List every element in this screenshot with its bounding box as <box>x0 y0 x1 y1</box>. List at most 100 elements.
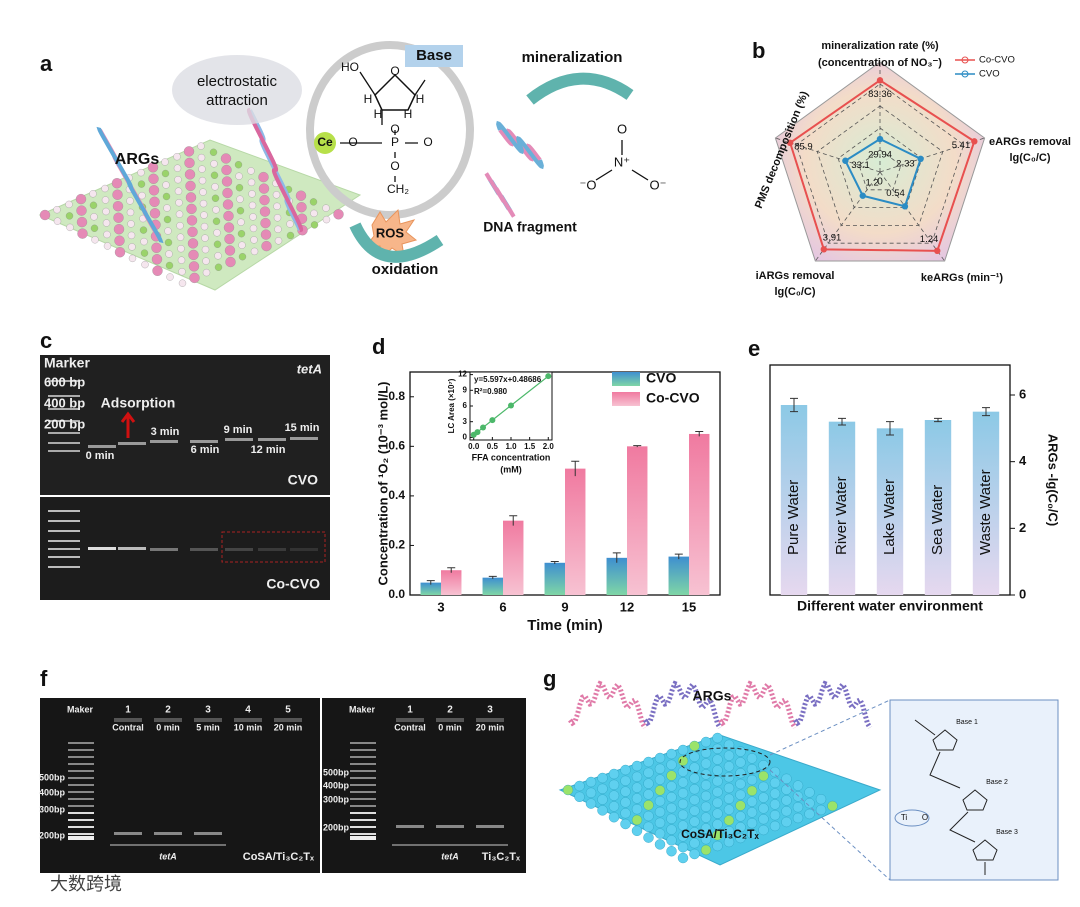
surface-atom <box>815 794 827 805</box>
x-tick-label: 3 <box>437 599 444 614</box>
y-tick-label: 0.6 <box>388 439 405 453</box>
label: Contral <box>394 722 426 732</box>
surface-atom <box>677 788 689 799</box>
point <box>489 417 496 424</box>
ladder-band <box>350 784 376 786</box>
sugar-ring <box>932 729 958 751</box>
lattice-atom <box>39 209 51 221</box>
surface-atom <box>677 744 689 756</box>
surface-atom <box>654 774 666 785</box>
surface-atom <box>746 807 758 818</box>
label: mineralization <box>522 49 623 66</box>
lattice-atom <box>250 236 258 244</box>
panel-label: g <box>543 666 556 691</box>
point <box>480 424 487 431</box>
surface-atom <box>574 780 585 792</box>
bar <box>689 433 710 595</box>
sugar-ring <box>962 789 988 811</box>
lattice-atom <box>234 161 243 169</box>
label: 3 <box>205 705 211 716</box>
bar <box>924 420 952 595</box>
lattice-atom <box>161 169 170 178</box>
highlight-box <box>221 531 326 563</box>
contact-ring <box>679 747 771 777</box>
x-axis-title: Different water environment <box>797 598 983 614</box>
lattice-atom <box>53 217 62 225</box>
surface-atom <box>769 788 781 799</box>
label: Marker <box>44 355 90 371</box>
x-axis-title: (mM) <box>500 464 522 474</box>
value-label: 1.24 <box>920 234 939 245</box>
radar-point <box>876 77 884 84</box>
y-tick-label: 4 <box>1019 453 1027 468</box>
y-axis-title: LC Area (×10⁷) <box>447 378 456 433</box>
ladder-band <box>68 826 94 828</box>
surface-atom <box>631 760 643 772</box>
label: attraction <box>206 92 268 109</box>
x-tick-label: 6 <box>499 599 506 614</box>
surface-atom <box>723 815 735 826</box>
axis-label: keARGs (min⁻¹) <box>921 272 1004 284</box>
ladder-band <box>350 819 376 821</box>
surface-atom <box>700 790 712 802</box>
surface-atom <box>746 785 758 796</box>
lattice-atom <box>165 261 174 270</box>
lattice-atom <box>249 224 258 233</box>
dna-band <box>194 832 222 835</box>
bar <box>627 446 648 595</box>
ladder-band <box>48 380 80 382</box>
lattice-atom <box>212 206 220 214</box>
surface-atom <box>746 828 758 840</box>
surface-atom <box>631 825 643 836</box>
lattice-atom <box>247 167 255 175</box>
lattice-atom <box>126 208 135 217</box>
ladder-band <box>68 756 94 758</box>
lattice-atom <box>197 153 206 162</box>
radar-point <box>786 139 794 147</box>
surface-atom <box>666 759 677 770</box>
surface-atom <box>723 826 735 837</box>
lattice-atom <box>91 236 99 244</box>
label: ARGs <box>115 151 160 168</box>
surface-atom <box>712 732 723 744</box>
ladder-band <box>350 798 376 800</box>
radar-grid <box>816 105 944 226</box>
label: CoSA/Ti₃C₂Tₓ <box>243 851 315 863</box>
radar-spoke <box>879 137 985 173</box>
lattice-atom <box>178 268 186 276</box>
lattice-atom <box>212 217 221 225</box>
lattice-atom <box>140 249 149 257</box>
surface-atom <box>585 787 597 798</box>
ladder-band <box>350 763 376 765</box>
error-bar <box>488 575 497 579</box>
ladder-band <box>48 432 80 434</box>
surface-atom <box>781 784 792 795</box>
surface-atom <box>746 818 758 829</box>
x-axis-title: FFA concentration <box>472 452 551 462</box>
lattice-atom <box>273 202 281 210</box>
surface-atom <box>712 808 723 819</box>
label: Co-CVO <box>266 576 320 592</box>
surface-atom <box>758 824 769 836</box>
x-tick-label: 0.0 <box>468 442 480 451</box>
nitrate-bonds <box>595 140 649 181</box>
well <box>194 718 222 722</box>
lattice-atom <box>274 225 282 233</box>
lattice-atom <box>164 238 173 247</box>
lattice-atom <box>113 212 124 223</box>
lattice-atom <box>310 209 318 218</box>
y-axis-title: Concentration of ¹O₂ (10⁻³ mol/L) <box>375 381 390 585</box>
label: 400bp <box>39 787 66 797</box>
lattice-atom <box>223 222 235 233</box>
surface-atom <box>746 753 758 764</box>
surface-atom <box>723 782 735 794</box>
ladder-band <box>48 520 80 522</box>
surface-atom <box>631 804 643 815</box>
label: 1 <box>407 705 413 716</box>
value-label: 85.9 <box>794 142 813 153</box>
surface-atom <box>723 793 735 804</box>
surface-atom <box>781 773 792 784</box>
lattice-atom <box>151 254 163 265</box>
label: 6 min <box>191 444 220 456</box>
halo <box>172 55 302 125</box>
